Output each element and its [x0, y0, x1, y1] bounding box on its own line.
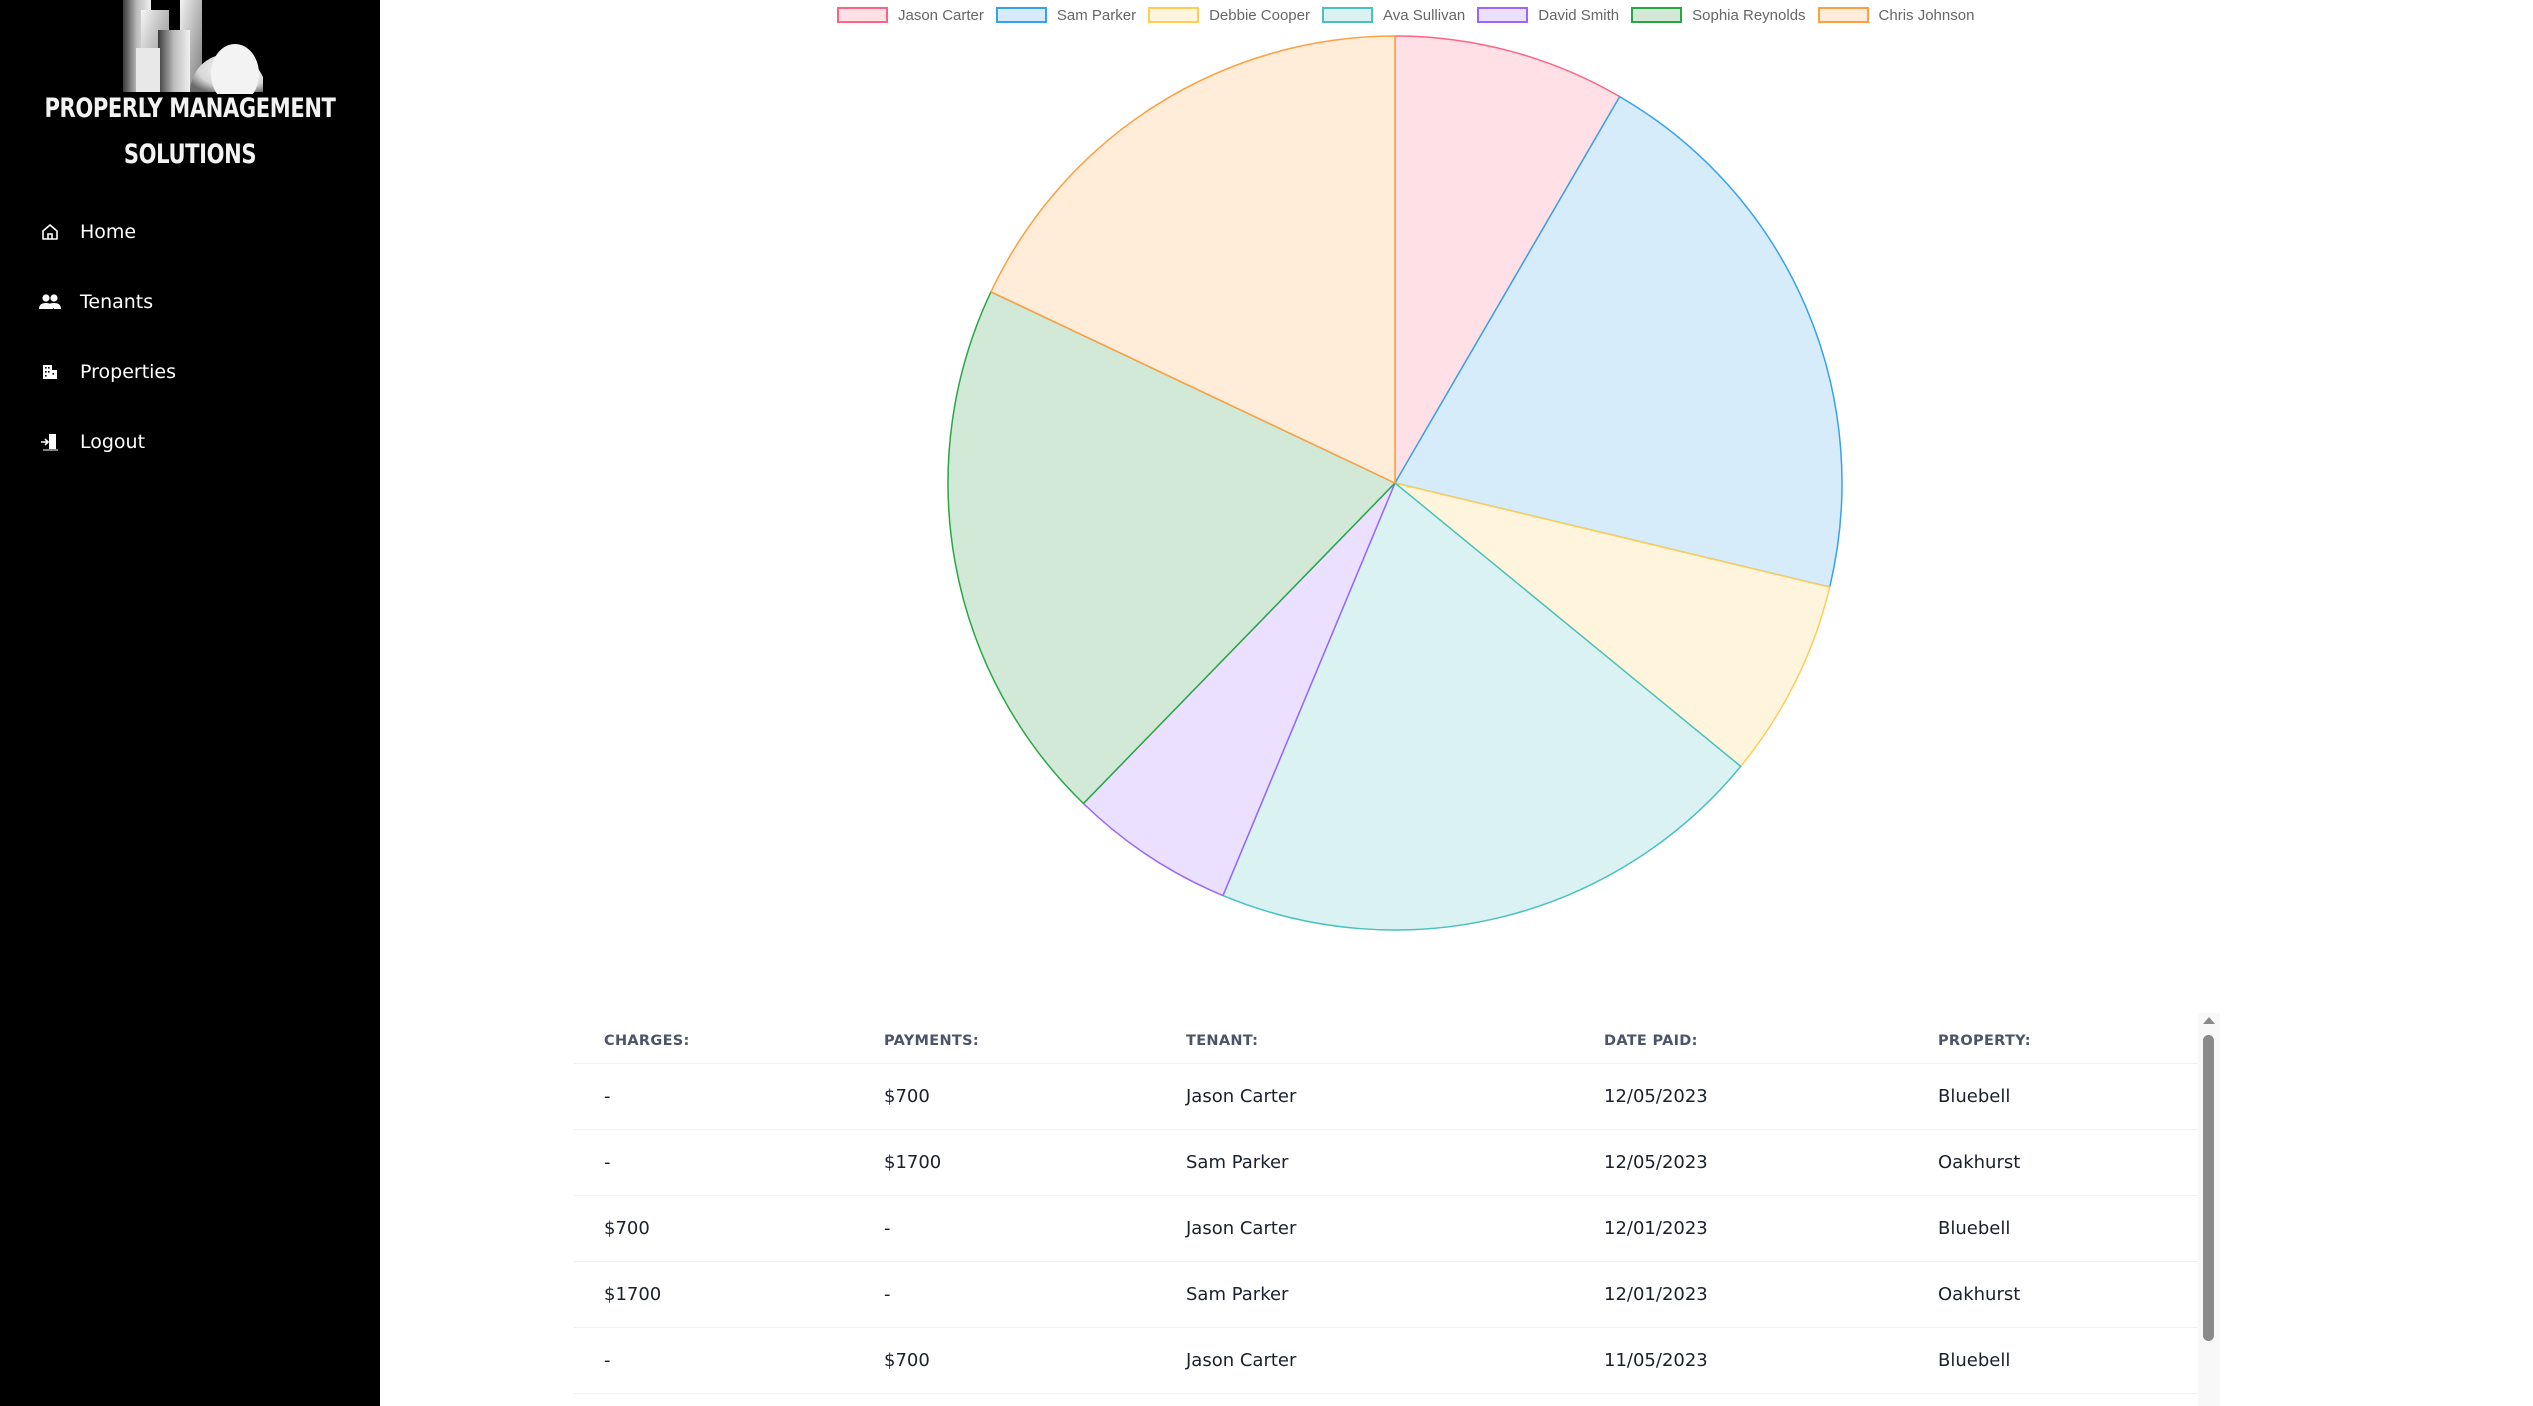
sidebar-item-tenants[interactable]: Tenants: [0, 280, 380, 324]
legend-label: Sam Parker: [1056, 6, 1137, 24]
brand-title-line1: PROPERLY MANAGEMENT: [44, 93, 336, 124]
header-tenant: TENANT:: [1186, 1010, 1604, 1064]
cell-payments: $700: [884, 1063, 1186, 1130]
header-payments: PAYMENTS:: [884, 1010, 1186, 1064]
sidebar: PROPERLY MANAGEMENT SOLUTIONS Home Tenan…: [0, 0, 380, 1406]
brand-title-line2: SOLUTIONS: [123, 139, 257, 170]
legend-label: Sophia Reynolds: [1692, 6, 1806, 24]
sidebar-item-label: Properties: [80, 361, 177, 383]
cell-charges: -: [574, 1327, 884, 1394]
table-header-row: CHARGES: PAYMENTS: TENANT: DATE PAID: PR…: [574, 1010, 2208, 1064]
legend-item[interactable]: David Smith: [1477, 7, 1619, 24]
header-charges: CHARGES:: [574, 1010, 884, 1064]
legend-item[interactable]: Jason Carter: [837, 7, 984, 24]
cell-charges: $1700: [574, 1261, 884, 1328]
pie-chart[interactable]: [940, 27, 1850, 942]
cell-payments: $700: [884, 1327, 1186, 1394]
sidebar-item-label: Home: [80, 221, 137, 243]
cell-property: Bluebell: [1938, 1327, 2208, 1394]
legend-item[interactable]: Debbie Cooper: [1148, 7, 1310, 24]
legend-label: Jason Carter: [898, 6, 984, 24]
home-icon: [39, 221, 61, 243]
legend-swatch: [1321, 7, 1373, 23]
table-scrollbar[interactable]: [2198, 1013, 2220, 1406]
cell-payments: -: [884, 1261, 1186, 1328]
brand-logo[interactable]: PROPERLY MANAGEMENT SOLUTIONS: [0, 0, 380, 180]
pie-slice[interactable]: [947, 290, 1397, 805]
legend-swatch: [995, 7, 1047, 23]
door-exit-icon: [39, 431, 61, 453]
legend-label: David Smith: [1538, 6, 1620, 24]
transactions-table-scroll: CHARGES: PAYMENTS: TENANT: DATE PAID: PR…: [574, 1010, 2208, 1406]
table-row: $700 - Jason Carter 12/01/2023 Bluebell: [574, 1195, 2208, 1262]
cell-charges: $700: [574, 1195, 884, 1262]
sidebar-item-properties[interactable]: Properties: [0, 350, 380, 394]
table-row: - $1700 Sam Parker 12/05/2023 Oakhurst: [574, 1129, 2208, 1196]
legend-label: Debbie Cooper: [1209, 6, 1310, 24]
cell-date-paid: 12/01/2023: [1604, 1261, 1938, 1328]
pie-slice[interactable]: [989, 35, 1396, 485]
cell-property: Oakhurst: [1938, 1261, 2208, 1328]
cell-tenant: Jason Carter: [1186, 1195, 1604, 1262]
legend-label: Ava Sullivan: [1382, 6, 1466, 24]
cell-charges: -: [574, 1129, 884, 1196]
legend-swatch: [1817, 7, 1869, 23]
cell-payments: $1700: [884, 1129, 1186, 1196]
cell-payments: -: [884, 1195, 1186, 1262]
header-date-paid: DATE PAID:: [1604, 1010, 1938, 1064]
legend-swatch: [1148, 7, 1200, 23]
legend-label: Chris Johnson: [1878, 6, 1975, 24]
sidebar-item-logout[interactable]: Logout: [0, 420, 380, 464]
pie-slice[interactable]: [1393, 95, 1843, 589]
cell-date-paid: 12/05/2023: [1604, 1129, 1938, 1196]
pie-slice[interactable]: [1394, 482, 1831, 768]
cell-property: Oakhurst: [1938, 1129, 2208, 1196]
scrollbar-thumb[interactable]: [2203, 1035, 2214, 1341]
scroll-up-arrow-icon[interactable]: [2203, 1017, 2215, 1024]
legend-swatch: [1631, 7, 1683, 23]
transactions-table: CHARGES: PAYMENTS: TENANT: DATE PAID: PR…: [574, 1010, 2208, 1394]
cell-date-paid: 12/01/2023: [1604, 1195, 1938, 1262]
cell-property: Bluebell: [1938, 1063, 2208, 1130]
table-row: - $700 Jason Carter 11/05/2023 Bluebell: [574, 1327, 2208, 1394]
cell-tenant: Jason Carter: [1186, 1063, 1604, 1130]
legend-swatch: [837, 7, 888, 23]
legend-item[interactable]: Sophia Reynolds: [1631, 6, 1806, 24]
table-row: $1700 - Sam Parker 12/01/2023 Oakhurst: [574, 1261, 2208, 1328]
pie-slice[interactable]: [1221, 481, 1742, 931]
sidebar-item-label: Logout: [80, 431, 146, 453]
cell-charges: -: [574, 1063, 884, 1130]
cell-tenant: Sam Parker: [1186, 1129, 1604, 1196]
pie-chart-canvas[interactable]: [940, 27, 1850, 942]
header-property: PROPERTY:: [1938, 1010, 2208, 1064]
cell-tenant: Jason Carter: [1186, 1327, 1604, 1394]
legend-swatch: [1477, 7, 1529, 23]
sidebar-item-home[interactable]: Home: [0, 210, 380, 254]
pie-slice[interactable]: [1082, 482, 1396, 897]
sidebar-item-label: Tenants: [80, 291, 154, 313]
pie-slice[interactable]: [1394, 35, 1621, 486]
cell-property: Bluebell: [1938, 1195, 2208, 1262]
cell-date-paid: 11/05/2023: [1604, 1327, 1938, 1394]
transactions-table-container: CHARGES: PAYMENTS: TENANT: DATE PAID: PR…: [574, 1010, 2220, 1406]
cell-date-paid: 12/05/2023: [1604, 1063, 1938, 1130]
users-icon: [39, 291, 61, 313]
table-row: - $700 Jason Carter 12/05/2023 Bluebell: [574, 1063, 2208, 1130]
building-icon: [39, 361, 61, 383]
legend-item[interactable]: Sam Parker: [995, 6, 1137, 24]
cell-tenant: Sam Parker: [1186, 1261, 1604, 1328]
chart-legend: Jason Carter Sam Parker Debbie Cooper Ava S…: [837, 6, 1986, 24]
legend-item[interactable]: Chris Johnson: [1817, 6, 1975, 24]
buildings-logo-icon: [123, 0, 263, 94]
legend-item[interactable]: Ava Sullivan: [1321, 6, 1466, 24]
